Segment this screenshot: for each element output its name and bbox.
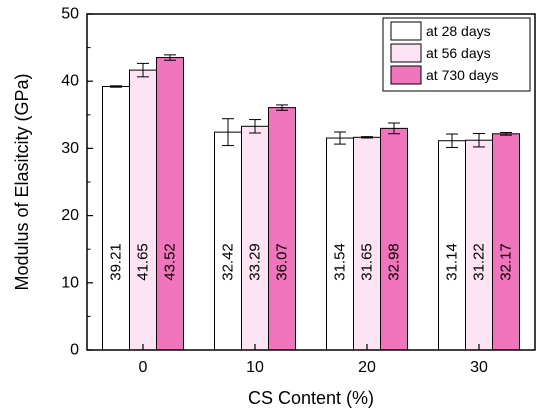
x-axis: 0 10 20 30 [139, 344, 488, 376]
x-axis-title: CS Content (%) [248, 388, 374, 408]
bar-0-series-0 [102, 86, 130, 351]
y-axis-title: Modulus of Elasitcity (GPa) [12, 73, 32, 290]
legend-label: at 730 days [426, 67, 498, 83]
data-label: 43.52 [162, 243, 179, 281]
data-label: 41.65 [135, 243, 152, 281]
x-tick-label: 10 [246, 359, 264, 376]
legend-label: at 56 days [426, 45, 491, 61]
data-label: 31.14 [444, 243, 461, 281]
legend-swatch [390, 65, 422, 85]
data-label: 39.21 [108, 243, 125, 281]
y-tick-label: 20 [61, 207, 79, 224]
y-tick-label: 0 [70, 342, 79, 359]
data-label: 32.98 [386, 243, 403, 281]
error-bars-layer [110, 54, 512, 148]
bar-0-series-2 [156, 57, 184, 351]
x-tick-label: 0 [139, 359, 148, 376]
bar-10-series-2 [268, 107, 296, 351]
legend: at 28 days at 56 days at 730 days [382, 17, 531, 92]
data-label: 31.65 [359, 243, 376, 281]
bar-20-series-2 [380, 127, 408, 351]
data-label: 31.54 [332, 243, 349, 281]
data-label: 32.17 [498, 243, 515, 281]
bars-layer [102, 57, 520, 351]
data-label: 31.22 [471, 243, 488, 281]
bar-10-series-1 [241, 125, 269, 351]
data-label: 33.29 [247, 243, 264, 281]
y-axis: 0 10 20 30 40 50 [61, 6, 93, 359]
data-label: 32.42 [220, 243, 237, 281]
data-label: 36.07 [274, 243, 291, 281]
bar-30-series-2 [492, 133, 520, 351]
y-tick-label: 40 [61, 73, 79, 90]
bar-20-series-0 [326, 137, 354, 351]
y-tick-label: 30 [61, 140, 79, 157]
bar-20-series-1 [353, 136, 381, 351]
data-labels-layer: 39.21 41.65 43.52 32.42 33.29 36.07 31.54 31.65… [108, 243, 515, 281]
legend-swatch [390, 43, 422, 63]
y-tick-label: 50 [61, 6, 79, 23]
legend-items: at 28 days at 56 days at 730 days [390, 21, 498, 85]
bar-10-series-0 [214, 131, 242, 351]
x-tick-label: 30 [470, 359, 488, 376]
x-tick-label: 20 [358, 359, 376, 376]
legend-swatch [390, 21, 422, 41]
legend-label: at 28 days [426, 23, 491, 39]
bar-0-series-1 [129, 69, 157, 351]
y-tick-label: 10 [61, 274, 79, 291]
